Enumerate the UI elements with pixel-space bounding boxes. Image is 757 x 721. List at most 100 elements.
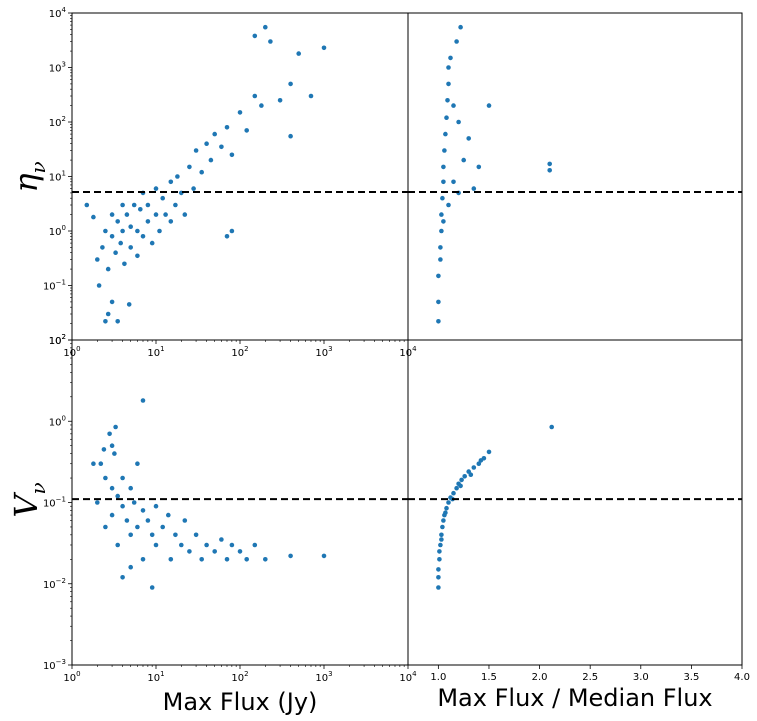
point-bottom-right-16 [459,477,464,483]
x-tick-label-bottom-right: 1.5 [481,672,497,683]
point-top-left-3 [105,266,111,272]
point-top-left-23 [149,240,155,246]
point-top-left-0 [95,257,100,262]
point-bottom-left-26 [168,557,174,562]
point-bottom-left-0 [95,500,100,505]
point-bottom-left-29 [182,518,188,523]
point-bottom-right-11 [446,500,451,505]
point-bottom-left-22 [153,503,159,509]
point-top-left-45 [237,110,243,115]
y-tick-label-bottom-left: 102 [49,333,66,347]
point-bottom-left-43 [321,553,327,559]
point-bottom-left-14 [131,500,137,505]
point-top-left-21 [145,219,151,224]
point-top-right-5 [439,228,444,234]
x-axis-label-right: Max Flux / Median Flux [437,684,712,712]
point-top-left-66 [84,202,90,208]
point-top-left-38 [199,169,204,175]
point-bottom-right-10 [444,505,449,511]
point-top-left-41 [212,131,217,137]
point-top-left-40 [208,157,214,163]
y-axis-label-bottom-sub: ν [26,482,50,494]
point-top-left-63 [126,302,132,307]
point-top-left-65 [96,283,102,288]
point-bottom-left-40 [252,542,258,548]
point-bottom-left-33 [204,542,209,548]
point-top-left-54 [296,51,302,56]
point-top-left-37 [193,148,199,153]
point-bottom-left-1 [98,461,104,467]
point-top-left-48 [259,103,264,108]
point-top-right-6 [439,212,444,217]
y-tick-label-top-left: 101 [49,170,66,184]
point-top-left-34 [182,212,188,217]
point-bottom-left-25 [166,512,171,518]
point-top-left-43 [224,125,230,130]
point-top-left-6 [113,250,118,255]
x-tick-label-bottom-right: 1.0 [430,672,446,683]
point-bottom-right-27 [458,483,463,489]
point-top-right-7 [440,195,445,201]
point-top-left-50 [252,33,258,39]
point-top-right-4 [438,245,443,250]
point-bottom-left-19 [140,557,146,562]
x-tick-label-bottom-right: 3.5 [683,672,699,683]
y-axis-label-top-main: η [7,174,45,193]
point-top-left-15 [131,202,137,208]
point-top-left-57 [288,133,293,139]
point-top-right-8 [441,179,446,185]
y-tick-label-bottom-left: 10−1 [43,496,66,510]
threshold-lines [72,190,742,501]
point-bottom-left-4 [109,485,115,491]
x-tick-label-top-left: 104 [399,345,417,359]
point-top-left-29 [168,179,174,185]
point-bottom-left-15 [135,524,140,530]
point-bottom-right-19 [471,465,477,470]
point-top-left-13 [128,224,133,229]
point-top-left-56 [308,93,314,99]
point-bottom-left-28 [179,542,184,548]
x-tick-label-bottom-right: 4.0 [734,672,750,683]
point-top-left-10 [120,228,125,234]
x-tick-label-top-left: 102 [231,345,248,359]
point-bottom-left-6 [112,451,117,456]
x-axis-label-left: Max Flux (Jy) [163,688,318,716]
point-bottom-left-2 [103,475,108,481]
point-top-right-29 [471,186,477,191]
point-bottom-left-27 [173,532,178,538]
point-bottom-left-12 [128,485,133,491]
point-top-left-44 [229,152,235,158]
x-tick-label-top-left: 103 [315,345,332,359]
x-tick-label-bottom-right: 2.0 [532,672,548,683]
point-top-right-19 [456,119,461,125]
point-top-left-55 [321,45,327,51]
point-bottom-left-49 [109,443,115,449]
x-tick-label-bottom-left: 100 [63,670,80,684]
point-top-right-23 [547,161,552,167]
point-bottom-left-17 [140,508,146,513]
point-top-left-22 [145,202,151,208]
point-top-right-24 [547,168,552,173]
point-top-left-46 [244,128,249,133]
point-bottom-left-42 [288,553,293,559]
point-top-left-39 [204,141,209,146]
point-top-left-52 [277,98,283,103]
point-bottom-left-5 [109,512,115,518]
point-top-left-5 [109,212,115,217]
y-axis-label-top: ην [7,161,50,192]
point-bottom-right-5 [438,542,443,548]
point-top-right-26 [446,202,451,208]
point-top-left-61 [105,311,111,317]
point-top-right-21 [476,164,482,170]
point-top-left-4 [109,234,115,239]
x-tick-label-bottom-right: 3.0 [633,672,649,683]
point-bottom-left-41 [263,557,268,562]
point-bottom-left-39 [244,557,249,562]
plot-area-bottom-left [72,340,408,665]
x-tick-label-bottom-left: 101 [147,670,164,684]
point-top-left-36 [191,186,196,191]
point-bottom-left-20 [145,518,151,523]
point-bottom-left-16 [135,461,140,467]
y-tick-label-top-left: 102 [49,333,66,347]
point-bottom-left-8 [115,542,120,548]
